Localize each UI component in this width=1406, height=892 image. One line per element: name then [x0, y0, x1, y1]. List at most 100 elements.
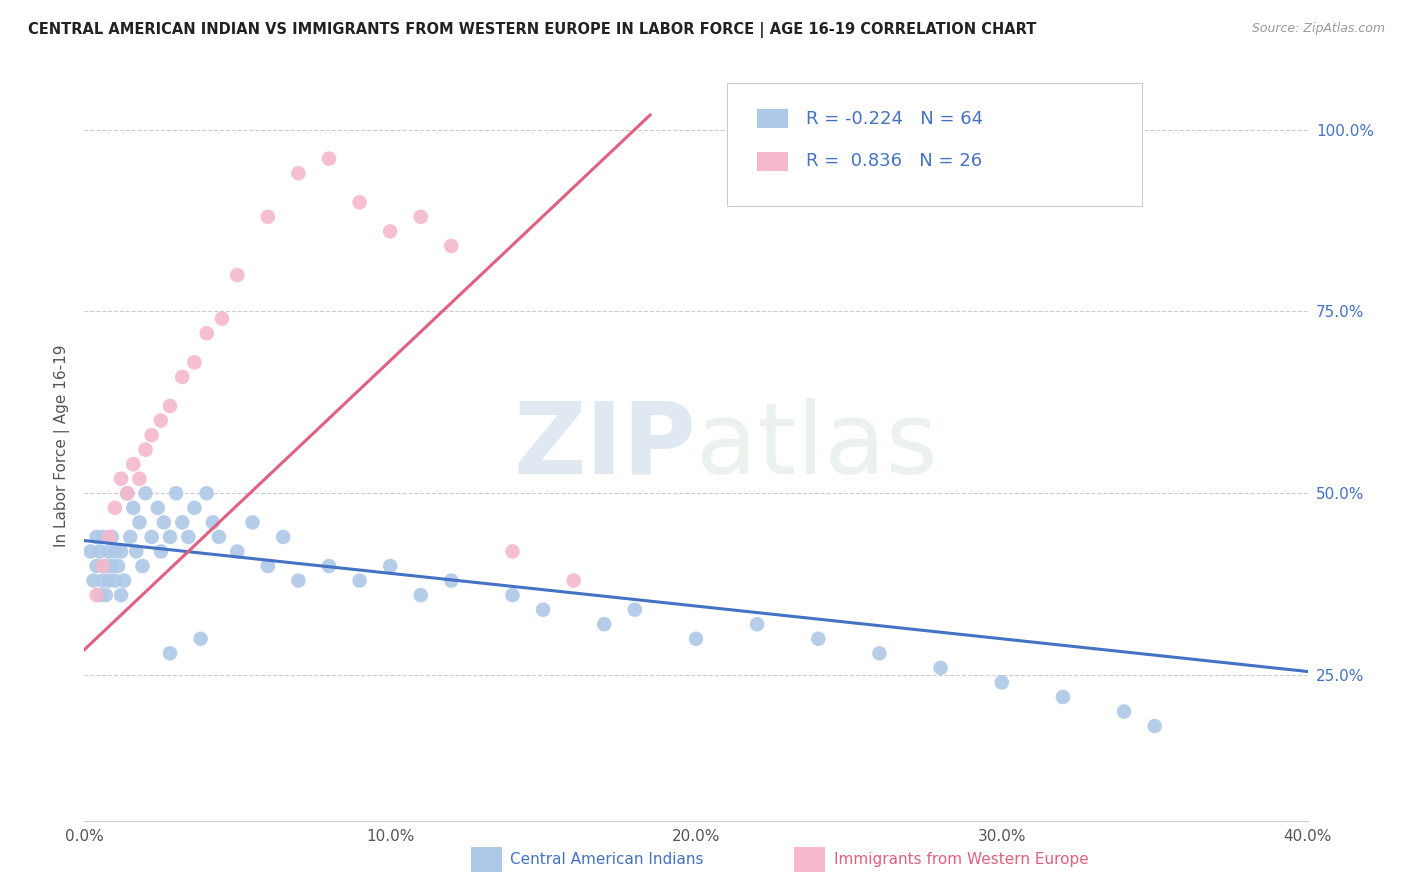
Point — [271, 530, 294, 544]
Point — [409, 588, 432, 602]
Point — [107, 559, 129, 574]
Point — [929, 661, 952, 675]
Point — [141, 530, 163, 544]
Point — [125, 544, 148, 558]
Point — [89, 588, 111, 602]
Point — [562, 574, 585, 588]
Point — [110, 588, 132, 602]
FancyBboxPatch shape — [727, 83, 1143, 206]
Point — [1114, 705, 1136, 719]
Point — [131, 559, 153, 574]
Point — [94, 559, 117, 574]
Point — [991, 675, 1014, 690]
Text: Immigrants from Western Europe: Immigrants from Western Europe — [834, 853, 1088, 867]
Point — [141, 428, 163, 442]
Text: CENTRAL AMERICAN INDIAN VS IMMIGRANTS FROM WESTERN EUROPE IN LABOR FORCE | AGE 1: CENTRAL AMERICAN INDIAN VS IMMIGRANTS FR… — [28, 22, 1036, 38]
Point — [440, 239, 463, 253]
Point — [380, 559, 402, 574]
Point — [159, 399, 181, 413]
Point — [502, 544, 524, 558]
Point — [1052, 690, 1074, 704]
Point — [349, 574, 371, 588]
Point — [242, 516, 264, 530]
Point — [101, 530, 124, 544]
Point — [91, 530, 114, 544]
Point — [159, 646, 181, 660]
Point — [128, 472, 150, 486]
Point — [97, 530, 120, 544]
Point — [318, 152, 340, 166]
Point — [172, 370, 194, 384]
Point — [172, 516, 194, 530]
Point — [115, 486, 138, 500]
Point — [257, 559, 280, 574]
Y-axis label: In Labor Force | Age 16-19: In Labor Force | Age 16-19 — [55, 344, 70, 548]
Point — [211, 311, 233, 326]
Text: R =  0.836   N = 26: R = 0.836 N = 26 — [806, 153, 983, 170]
Point — [183, 500, 205, 515]
Point — [531, 602, 554, 616]
Point — [869, 646, 891, 660]
Point — [112, 574, 135, 588]
Text: ZIP: ZIP — [513, 398, 696, 494]
Point — [226, 544, 249, 558]
Point — [86, 530, 108, 544]
Point — [409, 210, 432, 224]
Point — [149, 544, 172, 558]
Point — [122, 457, 145, 471]
Point — [318, 559, 340, 574]
Point — [104, 500, 127, 515]
Point — [201, 516, 224, 530]
Point — [624, 602, 647, 616]
Point — [257, 210, 280, 224]
Point — [149, 413, 172, 427]
Text: R = -0.224   N = 64: R = -0.224 N = 64 — [806, 110, 983, 128]
Point — [86, 559, 108, 574]
Point — [135, 486, 157, 500]
Point — [115, 486, 138, 500]
Point — [146, 500, 169, 515]
Text: atlas: atlas — [696, 398, 938, 494]
Point — [104, 574, 127, 588]
Point — [177, 530, 200, 544]
FancyBboxPatch shape — [758, 152, 787, 170]
Point — [159, 530, 181, 544]
Point — [86, 588, 108, 602]
Point — [1143, 719, 1166, 733]
Point — [593, 617, 616, 632]
Point — [83, 574, 105, 588]
Point — [120, 530, 142, 544]
Point — [89, 544, 111, 558]
Point — [349, 195, 371, 210]
Point — [110, 544, 132, 558]
Text: Central American Indians: Central American Indians — [510, 853, 704, 867]
Point — [226, 268, 249, 282]
Point — [195, 326, 218, 341]
Point — [97, 574, 120, 588]
FancyBboxPatch shape — [758, 109, 787, 128]
Point — [685, 632, 707, 646]
Point — [287, 166, 309, 180]
Point — [91, 559, 114, 574]
Point — [380, 224, 402, 238]
Point — [190, 632, 212, 646]
Point — [101, 559, 124, 574]
Text: Source: ZipAtlas.com: Source: ZipAtlas.com — [1251, 22, 1385, 36]
Point — [122, 500, 145, 515]
Point — [183, 355, 205, 369]
Point — [287, 574, 309, 588]
Point — [153, 516, 176, 530]
Point — [104, 544, 127, 558]
Point — [502, 588, 524, 602]
Point — [208, 530, 231, 544]
Point — [747, 617, 769, 632]
Point — [97, 544, 120, 558]
Point — [79, 544, 101, 558]
Point — [165, 486, 187, 500]
Point — [91, 574, 114, 588]
Point — [94, 588, 117, 602]
Point — [135, 442, 157, 457]
Point — [110, 472, 132, 486]
Point — [440, 574, 463, 588]
Point — [128, 516, 150, 530]
